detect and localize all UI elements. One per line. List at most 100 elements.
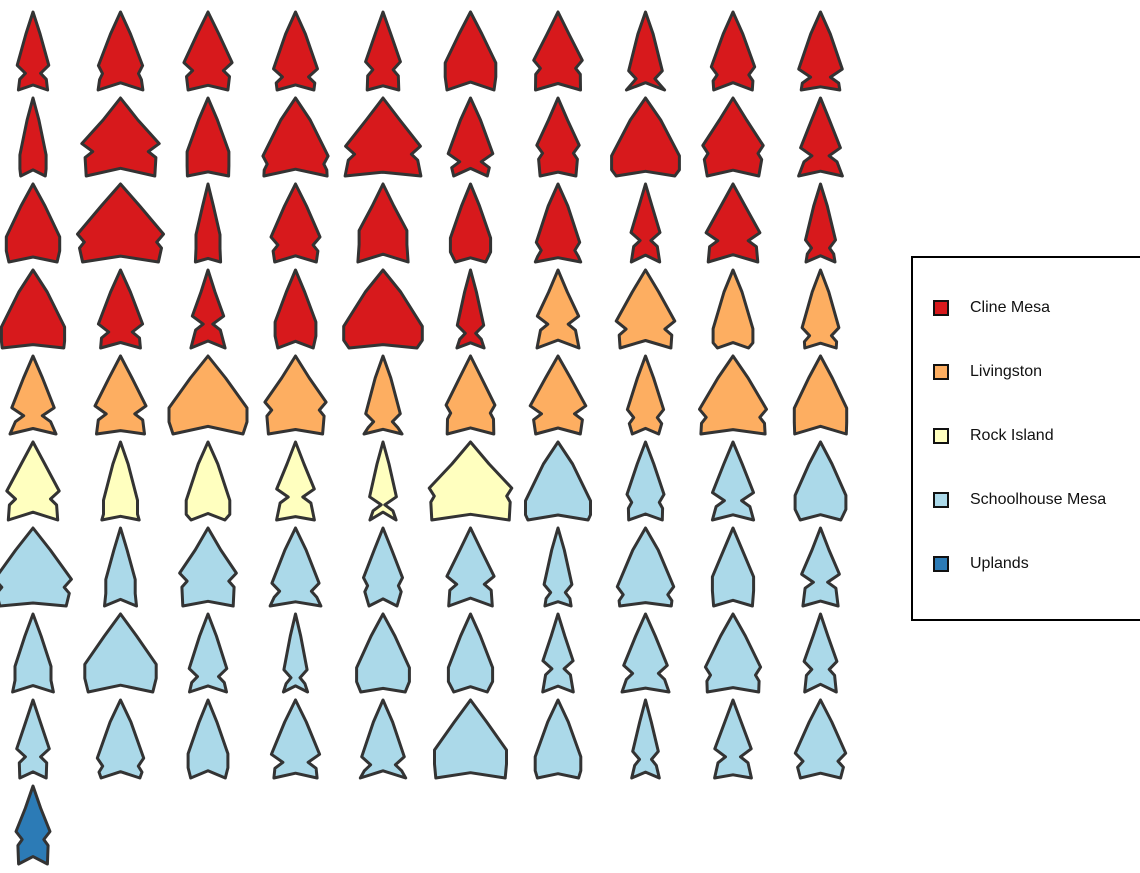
point-outline	[4, 182, 62, 264]
point-outline	[15, 10, 51, 92]
point-outline	[615, 526, 676, 608]
point-outline	[11, 612, 55, 694]
legend-swatch	[933, 492, 949, 508]
legend-label: Cline Mesa	[970, 299, 1050, 316]
point-outline	[797, 96, 844, 178]
legend-label: Uplands	[970, 555, 1029, 572]
point-outline	[433, 698, 508, 780]
point-outline	[80, 96, 161, 178]
point-outline	[445, 526, 496, 608]
point-outline	[167, 354, 249, 436]
point-outline	[261, 96, 330, 178]
legend-label: Livingston	[970, 363, 1042, 380]
point-outline	[355, 612, 411, 694]
point-outline	[624, 10, 667, 92]
point-outline	[358, 698, 408, 780]
point-outline	[281, 612, 310, 694]
point-outline	[0, 526, 73, 608]
point-outline	[189, 268, 227, 350]
point-outline	[184, 440, 232, 522]
point-outline	[802, 612, 839, 694]
point-outline	[364, 10, 402, 92]
legend-label: Schoolhouse Mesa	[970, 491, 1106, 508]
point-outline	[711, 268, 755, 350]
point-outline	[703, 612, 763, 694]
point-outline	[625, 354, 666, 436]
point-outline	[427, 440, 514, 522]
point-outline	[269, 182, 322, 264]
point-outline	[0, 268, 67, 350]
point-outline	[362, 354, 404, 436]
point-outline	[704, 182, 762, 264]
legend-box	[911, 256, 1140, 621]
point-outline	[96, 268, 145, 350]
point-outline	[15, 698, 51, 780]
point-outline	[185, 96, 231, 178]
point-outline	[76, 182, 165, 264]
point-outline	[18, 96, 48, 178]
point-outline	[100, 440, 141, 522]
point-outline	[800, 268, 841, 350]
point-outline	[709, 10, 757, 92]
point-outline	[368, 440, 398, 522]
point-outline	[625, 440, 666, 522]
point-outline	[524, 440, 592, 522]
point-outline	[263, 354, 328, 436]
point-outline	[710, 440, 756, 522]
point-outline	[698, 354, 768, 436]
point-outline	[542, 526, 574, 608]
point-outline	[610, 96, 681, 178]
point-outline	[630, 698, 661, 780]
point-outline	[528, 354, 588, 436]
point-outline	[96, 10, 145, 92]
point-outline	[8, 354, 58, 436]
point-outline	[620, 612, 671, 694]
point-outline	[793, 440, 848, 522]
point-outline	[356, 182, 410, 264]
point-outline	[93, 354, 148, 436]
legend-swatch	[933, 364, 949, 380]
point-outline	[269, 698, 322, 780]
point-outline	[182, 10, 234, 92]
point-outline	[268, 526, 323, 608]
legend-swatch	[933, 428, 949, 444]
point-outline	[342, 268, 424, 350]
point-outline	[187, 612, 229, 694]
point-outline	[14, 784, 52, 866]
point-outline	[362, 526, 404, 608]
point-outline	[713, 698, 753, 780]
point-outline	[792, 354, 849, 436]
point-outline	[793, 698, 848, 780]
point-outline	[448, 182, 493, 264]
point-outline	[446, 612, 495, 694]
point-outline	[186, 698, 230, 780]
point-outline	[710, 526, 756, 608]
point-outline	[444, 354, 497, 436]
point-outline	[443, 10, 498, 92]
point-outline	[701, 96, 765, 178]
point-outline	[83, 612, 158, 694]
legend-swatch	[933, 300, 949, 316]
point-outline	[275, 440, 316, 522]
point-outline	[273, 268, 318, 350]
point-outline	[455, 268, 486, 350]
point-outline	[797, 10, 844, 92]
point-outline	[541, 612, 575, 694]
point-outline	[446, 96, 495, 178]
point-outline	[343, 96, 423, 178]
point-outline	[178, 526, 238, 608]
point-outline	[193, 182, 223, 264]
point-outline	[272, 10, 319, 92]
legend-label: Rock Island	[970, 427, 1054, 444]
point-outline	[533, 698, 583, 780]
point-outline	[804, 182, 837, 264]
legend-swatch	[933, 556, 949, 572]
point-outline	[535, 268, 581, 350]
point-outline	[535, 96, 581, 178]
point-outline	[532, 10, 584, 92]
point-outline	[533, 182, 583, 264]
point-outline	[95, 698, 146, 780]
point-outline	[5, 440, 61, 522]
